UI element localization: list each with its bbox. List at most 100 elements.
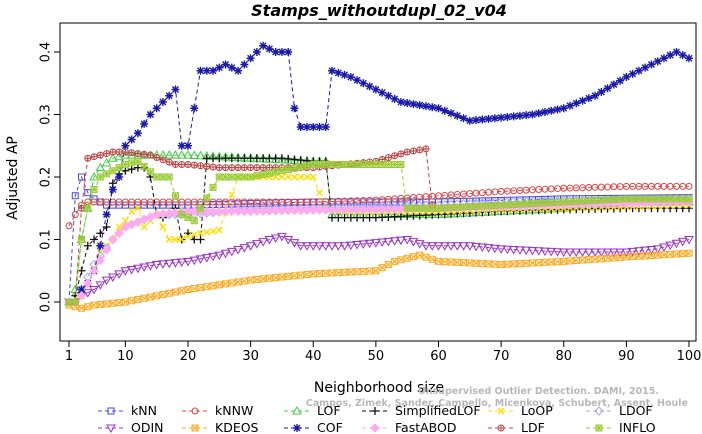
data-point-odin (139, 263, 150, 273)
data-point-odin (452, 242, 463, 251)
data-point-cof (628, 69, 637, 78)
data-point-odin (439, 242, 450, 251)
data-point-odin (107, 273, 118, 283)
data-point-ldf (253, 164, 261, 172)
data-point-odin (652, 245, 663, 254)
data-point-inflo (140, 163, 148, 171)
series-cof (65, 41, 693, 306)
data-point-fastabod (289, 205, 300, 216)
data-point-knnw (71, 211, 79, 218)
data-point-cof (678, 51, 687, 60)
data-point-cof (177, 141, 186, 150)
data-point-odin (502, 245, 513, 255)
data-point-odin (258, 238, 269, 247)
data-point-odin (489, 244, 500, 254)
data-point-cof (108, 185, 117, 194)
data-point-ldf (259, 164, 267, 172)
data-point-ldf (403, 148, 411, 156)
y-tick-label: 0.1 (39, 229, 54, 250)
data-point-inflo (503, 201, 511, 209)
data-point-odin (371, 239, 381, 248)
data-point-ldf (391, 152, 399, 160)
y-tick-label: 0.0 (39, 292, 54, 313)
data-point-lof (189, 150, 200, 159)
data-point-inflo (265, 169, 273, 177)
data-point-ldf (165, 158, 173, 166)
legend-marker-cof (293, 424, 301, 432)
x-tick-label: 20 (180, 349, 197, 364)
plot-area (59, 22, 697, 342)
data-point-inflo (422, 204, 430, 212)
data-point-cof (490, 114, 499, 123)
data-point-inflo (165, 173, 173, 181)
data-point-inflo (384, 161, 392, 168)
data-point-inflo (572, 197, 580, 205)
data-point-ldf (203, 162, 211, 170)
data-point-odin (151, 261, 162, 270)
data-point-odin (82, 289, 93, 298)
x-tick-label: 1 (65, 349, 73, 364)
series-line-loop (69, 176, 690, 303)
data-point-fastabod (89, 266, 99, 276)
data-point-fastabod (76, 291, 87, 301)
x-tick-label: 100 (677, 349, 702, 364)
data-point-odin (677, 237, 688, 247)
data-point-kdeos (378, 264, 386, 272)
data-point-fastabod (270, 206, 281, 216)
data-point-simplifiedlof (196, 235, 205, 244)
data-point-cof (685, 54, 693, 63)
data-point-cof (127, 135, 136, 144)
data-point-odin (226, 247, 237, 257)
x-tick-label: 70 (493, 349, 510, 364)
legend-label-knn: kNN (131, 403, 157, 418)
data-point-inflo (566, 198, 574, 206)
data-point-cof (165, 91, 174, 100)
data-point-odin (333, 242, 344, 251)
data-point-fastabod (264, 206, 275, 216)
data-point-odin (120, 267, 131, 276)
data-point-odin (377, 238, 387, 248)
data-point-cof (447, 109, 456, 118)
data-point-odin (421, 242, 431, 251)
data-point-odin (665, 241, 676, 251)
data-point-inflo (378, 161, 386, 168)
credit-line-2: Campos, Zimek, Sander, Campello, Micenko… (306, 398, 688, 409)
data-point-odin (389, 237, 400, 246)
data-point-inflo (115, 164, 123, 172)
data-point-cof (378, 88, 387, 97)
data-point-cof (603, 84, 612, 93)
data-point-cof (183, 141, 192, 150)
data-point-inflo (478, 202, 486, 210)
x-tick-label: 40 (305, 349, 322, 364)
data-point-loop (115, 223, 123, 231)
data-point-inflo (341, 161, 349, 168)
legend-item-knnw: kNNW (182, 403, 253, 418)
data-point-fastabod (327, 205, 337, 215)
data-point-loop (303, 173, 311, 181)
legend-marker-ldf (497, 424, 505, 432)
data-point-ldf (228, 164, 236, 172)
data-point-cof (478, 115, 487, 124)
data-point-inflo (78, 236, 86, 243)
data-point-inflo (121, 161, 129, 168)
data-point-inflo (203, 194, 211, 202)
data-point-cof (434, 104, 443, 113)
legend-marker-knnw (191, 407, 199, 415)
data-point-odin (133, 264, 143, 274)
data-point-odin (364, 239, 375, 249)
data-point-cof (121, 141, 130, 150)
data-point-inflo (660, 195, 668, 203)
data-point-fastabod (296, 205, 306, 216)
data-point-cof (152, 104, 161, 113)
y-tick-label: 0.4 (39, 42, 54, 63)
data-point-inflo (654, 195, 662, 203)
data-point-loop (190, 231, 198, 239)
data-point-cof (102, 210, 111, 219)
series-inflo (65, 157, 693, 306)
data-point-cof (409, 100, 418, 109)
data-point-inflo (322, 161, 330, 168)
data-point-lof (277, 154, 287, 164)
data-point-cof (547, 106, 556, 115)
legend-label-ldof: LDOF (619, 403, 653, 418)
data-point-ldf (84, 154, 92, 162)
